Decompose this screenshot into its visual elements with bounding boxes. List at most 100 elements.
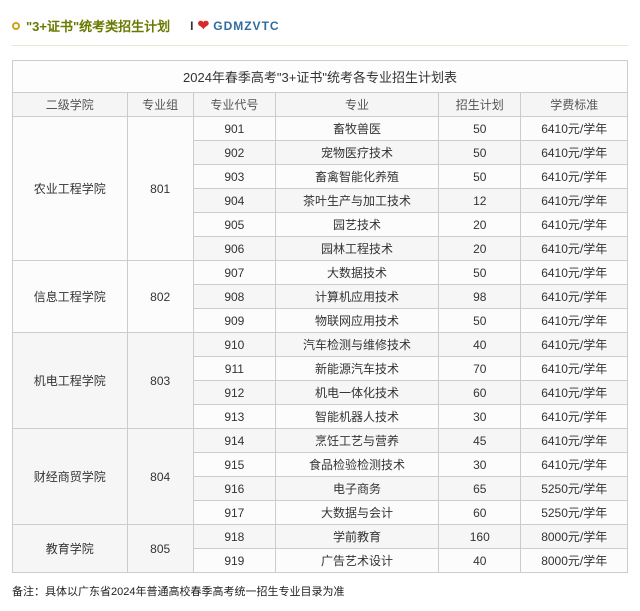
cell-fee: 6410元/学年 xyxy=(521,453,628,477)
table-caption: 2024年春季高考"3+证书"统考各专业招生计划表 xyxy=(12,60,628,92)
cell-major: 畜禽智能化养殖 xyxy=(275,165,438,189)
col-fee: 学费标准 xyxy=(521,93,628,117)
cell-plan: 40 xyxy=(439,549,521,573)
cell-college: 农业工程学院 xyxy=(13,117,128,261)
table-row: 教育学院805918学前教育1608000元/学年 xyxy=(13,525,628,549)
cell-major: 畜牧兽医 xyxy=(275,117,438,141)
cell-plan: 20 xyxy=(439,213,521,237)
cell-code: 913 xyxy=(193,405,275,429)
cell-major: 茶叶生产与加工技术 xyxy=(275,189,438,213)
cell-fee: 6410元/学年 xyxy=(521,165,628,189)
table-row: 财经商贸学院804914烹饪工艺与营养456410元/学年 xyxy=(13,429,628,453)
cell-major: 食品检验检测技术 xyxy=(275,453,438,477)
cell-code: 904 xyxy=(193,189,275,213)
cell-plan: 98 xyxy=(439,285,521,309)
cell-fee: 6410元/学年 xyxy=(521,381,628,405)
cell-code: 902 xyxy=(193,141,275,165)
footnote: 备注：具体以广东省2024年普通高校春季高考统一招生专业目录为准 xyxy=(12,583,628,599)
cell-plan: 60 xyxy=(439,501,521,525)
heart-icon: ❤ xyxy=(198,17,210,34)
brand-code: GDMZVTC xyxy=(213,19,279,33)
cell-code: 915 xyxy=(193,453,275,477)
cell-group: 801 xyxy=(127,117,193,261)
cell-code: 914 xyxy=(193,429,275,453)
cell-code: 901 xyxy=(193,117,275,141)
cell-fee: 6410元/学年 xyxy=(521,333,628,357)
cell-code: 909 xyxy=(193,309,275,333)
cell-major: 电子商务 xyxy=(275,477,438,501)
cell-major: 大数据与会计 xyxy=(275,501,438,525)
cell-code: 916 xyxy=(193,477,275,501)
cell-fee: 6410元/学年 xyxy=(521,189,628,213)
col-major: 专业 xyxy=(275,93,438,117)
cell-plan: 30 xyxy=(439,405,521,429)
cell-plan: 50 xyxy=(439,165,521,189)
col-group: 专业组 xyxy=(127,93,193,117)
cell-fee: 6410元/学年 xyxy=(521,405,628,429)
cell-fee: 6410元/学年 xyxy=(521,237,628,261)
cell-fee: 6410元/学年 xyxy=(521,285,628,309)
cell-plan: 45 xyxy=(439,429,521,453)
cell-code: 910 xyxy=(193,333,275,357)
cell-major: 广告艺术设计 xyxy=(275,549,438,573)
cell-college: 教育学院 xyxy=(13,525,128,573)
cell-plan: 50 xyxy=(439,261,521,285)
table-row: 农业工程学院801901畜牧兽医506410元/学年 xyxy=(13,117,628,141)
col-code: 专业代号 xyxy=(193,93,275,117)
cell-group: 802 xyxy=(127,261,193,333)
cell-code: 919 xyxy=(193,549,275,573)
cell-code: 907 xyxy=(193,261,275,285)
cell-fee: 6410元/学年 xyxy=(521,357,628,381)
cell-major: 宠物医疗技术 xyxy=(275,141,438,165)
cell-fee: 6410元/学年 xyxy=(521,117,628,141)
table-body: 农业工程学院801901畜牧兽医506410元/学年902宠物医疗技术50641… xyxy=(13,117,628,573)
cell-plan: 50 xyxy=(439,141,521,165)
cell-plan: 60 xyxy=(439,381,521,405)
cell-major: 机电一体化技术 xyxy=(275,381,438,405)
cell-fee: 6410元/学年 xyxy=(521,141,628,165)
cell-plan: 50 xyxy=(439,117,521,141)
cell-major: 物联网应用技术 xyxy=(275,309,438,333)
cell-major: 计算机应用技术 xyxy=(275,285,438,309)
table-row: 机电工程学院803910汽车检测与维修技术406410元/学年 xyxy=(13,333,628,357)
cell-plan: 20 xyxy=(439,237,521,261)
table-header-row: 二级学院 专业组 专业代号 专业 招生计划 学费标准 xyxy=(13,93,628,117)
cell-code: 903 xyxy=(193,165,275,189)
cell-code: 908 xyxy=(193,285,275,309)
cell-major: 大数据技术 xyxy=(275,261,438,285)
brand-i: I xyxy=(190,19,193,33)
page-title: "3+证书"统考类招生计划 xyxy=(26,16,170,35)
bullet-icon xyxy=(12,22,20,30)
cell-plan: 70 xyxy=(439,357,521,381)
cell-college: 信息工程学院 xyxy=(13,261,128,333)
cell-fee: 5250元/学年 xyxy=(521,477,628,501)
cell-plan: 30 xyxy=(439,453,521,477)
col-college: 二级学院 xyxy=(13,93,128,117)
cell-code: 918 xyxy=(193,525,275,549)
cell-major: 汽车检测与维修技术 xyxy=(275,333,438,357)
cell-plan: 50 xyxy=(439,309,521,333)
cell-fee: 6410元/学年 xyxy=(521,309,628,333)
cell-group: 803 xyxy=(127,333,193,429)
plan-table: 2024年春季高考"3+证书"统考各专业招生计划表 二级学院 专业组 专业代号 … xyxy=(12,60,628,573)
cell-code: 906 xyxy=(193,237,275,261)
brand-block: I ❤ GDMZVTC xyxy=(190,17,279,34)
cell-major: 新能源汽车技术 xyxy=(275,357,438,381)
cell-major: 烹饪工艺与营养 xyxy=(275,429,438,453)
cell-major: 学前教育 xyxy=(275,525,438,549)
col-plan: 招生计划 xyxy=(439,93,521,117)
cell-plan: 160 xyxy=(439,525,521,549)
cell-fee: 8000元/学年 xyxy=(521,525,628,549)
cell-plan: 12 xyxy=(439,189,521,213)
table-row: 信息工程学院802907大数据技术506410元/学年 xyxy=(13,261,628,285)
cell-major: 智能机器人技术 xyxy=(275,405,438,429)
cell-major: 园林工程技术 xyxy=(275,237,438,261)
cell-fee: 6410元/学年 xyxy=(521,429,628,453)
cell-college: 财经商贸学院 xyxy=(13,429,128,525)
cell-fee: 6410元/学年 xyxy=(521,213,628,237)
cell-group: 804 xyxy=(127,429,193,525)
cell-fee: 5250元/学年 xyxy=(521,501,628,525)
cell-major: 园艺技术 xyxy=(275,213,438,237)
page-header: "3+证书"统考类招生计划 I ❤ GDMZVTC xyxy=(12,12,628,46)
cell-code: 912 xyxy=(193,381,275,405)
